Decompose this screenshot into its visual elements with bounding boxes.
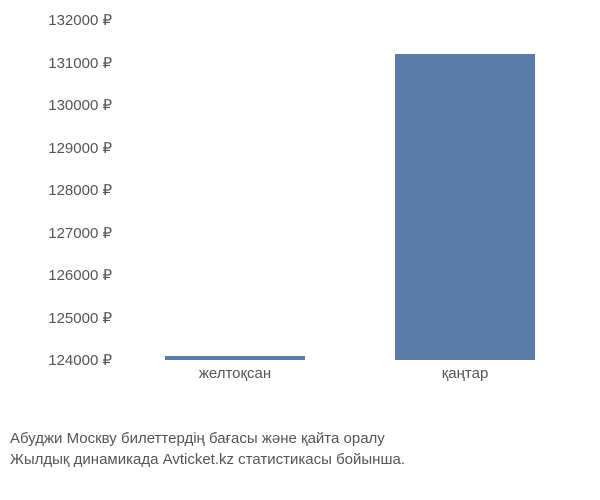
caption: Абуджи Москву билеттердің бағасы және қа… bbox=[10, 428, 405, 470]
y-tick: 126000 ₽ bbox=[48, 266, 112, 284]
y-tick: 132000 ₽ bbox=[48, 11, 112, 29]
y-tick: 125000 ₽ bbox=[48, 309, 112, 327]
caption-line-2: Жылдық динамикада Avticket.kz статистика… bbox=[10, 449, 405, 470]
y-tick: 128000 ₽ bbox=[48, 181, 112, 199]
y-tick: 124000 ₽ bbox=[48, 351, 112, 369]
bar-december bbox=[165, 356, 305, 360]
plot-area bbox=[120, 20, 580, 360]
y-axis: 132000 ₽ 131000 ₽ 130000 ₽ 129000 ₽ 1280… bbox=[20, 20, 120, 360]
caption-line-1: Абуджи Москву билеттердің бағасы және қа… bbox=[10, 428, 405, 449]
chart-container: 132000 ₽ 131000 ₽ 130000 ₽ 129000 ₽ 1280… bbox=[20, 20, 580, 400]
y-tick: 130000 ₽ bbox=[48, 96, 112, 114]
y-tick: 127000 ₽ bbox=[48, 224, 112, 242]
bar-january bbox=[395, 54, 535, 360]
y-tick: 131000 ₽ bbox=[48, 54, 112, 72]
x-tick: желтоқсан bbox=[199, 365, 271, 382]
y-tick: 129000 ₽ bbox=[48, 139, 112, 157]
x-tick: қаңтар bbox=[442, 365, 489, 382]
